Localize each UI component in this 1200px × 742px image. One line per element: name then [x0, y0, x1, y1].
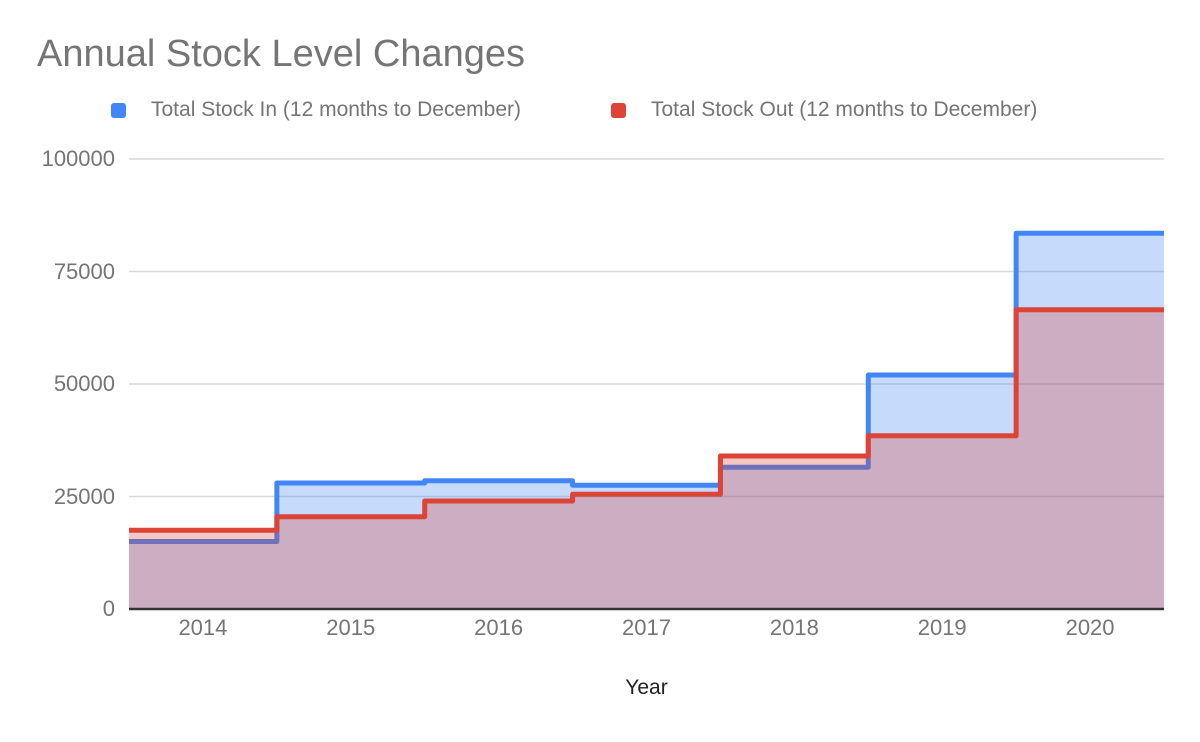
- chart-title: Annual Stock Level Changes: [37, 33, 525, 75]
- x-tick-label-2017: 2017: [622, 615, 671, 640]
- x-tick-label-2016: 2016: [474, 615, 524, 640]
- total-stock-in-12-months-to-december-line: [129, 230, 1164, 544]
- legend-item-stock-out[interactable]: Total Stock Out (12 months to December): [611, 97, 1037, 123]
- y-tick-label-25000: 25000: [53, 483, 115, 509]
- legend-label-stock-out: Total Stock Out (12 months to December): [651, 98, 1038, 121]
- y-tick-label-100000: 100000: [41, 146, 115, 171]
- legend-label-stock-in: Total Stock In (12 months to December): [151, 98, 521, 121]
- stock-in-swatch-icon: [111, 102, 126, 118]
- x-tick-label-2015: 2015: [326, 615, 376, 640]
- x-axis-title: Year: [625, 676, 668, 699]
- total-stock-out-12-months-to-december-area: [129, 309, 1164, 609]
- y-tick-label-50000: 50000: [53, 371, 115, 396]
- x-tick-label-2020: 2020: [1065, 615, 1115, 640]
- x-tick-label-2018: 2018: [769, 615, 819, 640]
- total-stock-out-12-months-to-december-line: [129, 307, 1164, 533]
- legend-item-stock-in[interactable]: Total Stock In (12 months to December): [111, 97, 521, 123]
- x-tick-label-2019: 2019: [917, 615, 967, 640]
- x-tick-label-2014: 2014: [178, 615, 228, 640]
- stock-out-swatch-icon: [611, 102, 626, 118]
- y-tick-label-75000: 75000: [53, 258, 115, 284]
- y-tick-label-0: 0: [102, 596, 115, 621]
